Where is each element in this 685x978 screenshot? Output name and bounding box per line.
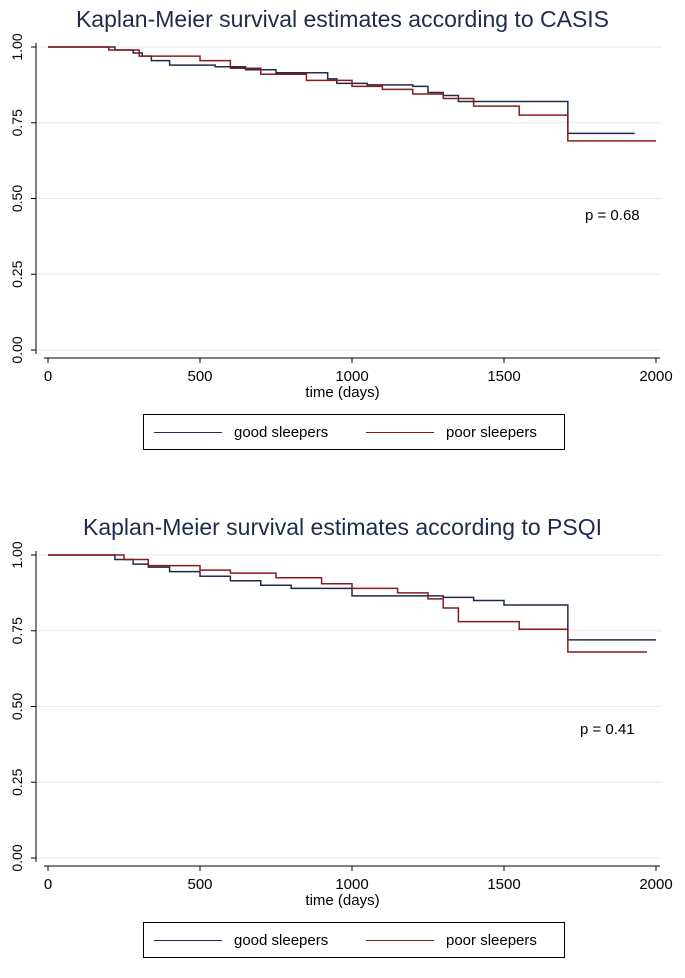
p-value-annotation: p = 0.41	[580, 721, 635, 738]
y-tick-label: 1.00	[9, 33, 25, 60]
y-tick-label: 0.00	[9, 844, 25, 871]
chart-panel-casis: 0.00 0.25 0.50 0.75 1.00 0 500 1000 1500 2000 Kap…	[0, 0, 685, 470]
series-line-good-sleepers	[48, 46, 635, 135]
legend: good sleepers poor sleepers	[143, 414, 565, 450]
y-tick-label: 0.00	[9, 336, 25, 363]
legend-swatch-poor-sleepers	[366, 432, 434, 433]
chart-title: Kaplan-Meier survival estimates accordin…	[75, 6, 610, 32]
x-tick-label: 0	[44, 368, 52, 385]
x-tick-label: 1500	[487, 368, 520, 385]
y-tick-label: 0.75	[9, 109, 25, 136]
x-tick-label: 1000	[335, 368, 368, 385]
legend: good sleepers poor sleepers	[143, 922, 565, 958]
x-tick-label: 1000	[335, 876, 368, 893]
x-tick-label: 1500	[487, 876, 520, 893]
x-axis-label: time (days)	[305, 384, 380, 401]
legend-label-good-sleepers: good sleepers	[234, 424, 329, 441]
y-tick-label: 0.50	[9, 693, 25, 720]
series-line-good-sleepers	[48, 554, 656, 641]
y-tick-label: 0.25	[9, 260, 25, 287]
y-tick-label: 0.75	[9, 617, 25, 644]
chart-title: Kaplan-Meier survival estimates accordin…	[83, 514, 602, 540]
y-tick-label: 0.50	[9, 185, 25, 212]
series-line-poor-sleepers	[48, 554, 647, 653]
x-tick-label: 2000	[639, 368, 672, 385]
legend-swatch-poor-sleepers	[366, 940, 434, 941]
p-value-annotation: p = 0.68	[585, 207, 640, 224]
x-tick-label: 2000	[639, 876, 672, 893]
chart-svg-psqi: 0.00 0.25 0.50 0.75 1.00 0 500 1000 1500 2000	[9, 541, 673, 893]
series-line-poor-sleepers	[48, 46, 656, 142]
x-tick-label: 500	[187, 876, 212, 893]
legend-swatch-good-sleepers	[154, 432, 222, 433]
x-tick-label: 0	[44, 876, 52, 893]
chart-panel-psqi: 0.00 0.25 0.50 0.75 1.00 0 500 1000 1500 2000 Kap…	[0, 508, 685, 978]
x-axis-label: time (days)	[305, 892, 380, 909]
chart-svg-casis: 0.00 0.25 0.50 0.75 1.00 0 500 1000 1500 2000	[9, 33, 673, 385]
y-tick-label: 0.25	[9, 768, 25, 795]
x-tick-label: 500	[187, 368, 212, 385]
legend-label-good-sleepers: good sleepers	[234, 932, 329, 949]
legend-label-poor-sleepers: poor sleepers	[446, 932, 537, 949]
y-tick-label: 1.00	[9, 541, 25, 568]
legend-swatch-good-sleepers	[154, 940, 222, 941]
legend-label-poor-sleepers: poor sleepers	[446, 424, 537, 441]
